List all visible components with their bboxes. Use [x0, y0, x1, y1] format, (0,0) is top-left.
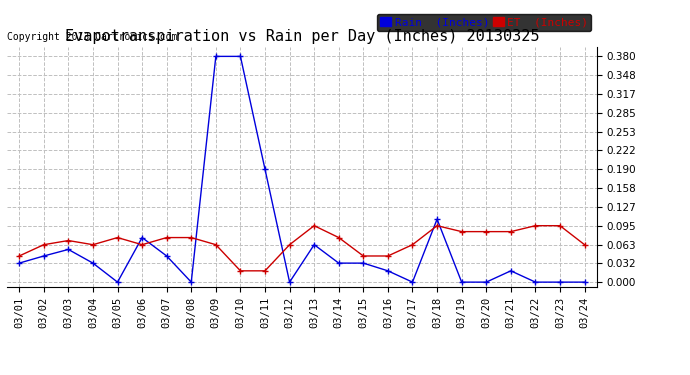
- Title: Evapotranspiration vs Rain per Day (Inches) 20130325: Evapotranspiration vs Rain per Day (Inch…: [65, 29, 539, 44]
- Legend: Rain  (Inches), ET  (Inches): Rain (Inches), ET (Inches): [377, 14, 591, 31]
- Text: Copyright 2013 Cartronics.com: Copyright 2013 Cartronics.com: [7, 32, 177, 42]
